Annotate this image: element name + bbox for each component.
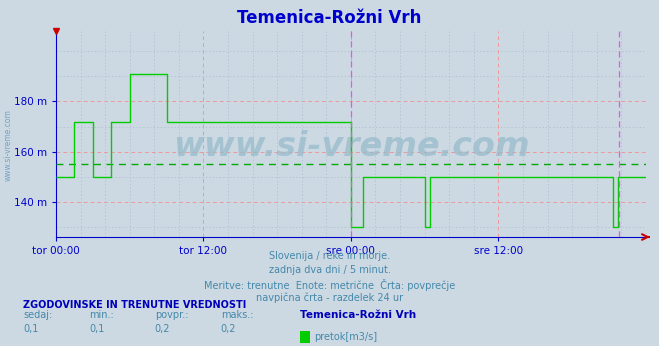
Text: zadnja dva dni / 5 minut.: zadnja dva dni / 5 minut. — [269, 265, 390, 275]
Text: navpična črta - razdelek 24 ur: navpična črta - razdelek 24 ur — [256, 292, 403, 303]
Text: Slovenija / reke in morje.: Slovenija / reke in morje. — [269, 251, 390, 261]
Text: min.:: min.: — [89, 310, 114, 320]
Text: sedaj:: sedaj: — [23, 310, 52, 320]
Text: 0,1: 0,1 — [89, 324, 104, 334]
Text: www.si-vreme.com: www.si-vreme.com — [173, 130, 529, 163]
Text: Temenica-Rožni Vrh: Temenica-Rožni Vrh — [237, 9, 422, 27]
Text: www.si-vreme.com: www.si-vreme.com — [3, 109, 13, 181]
Text: 0,2: 0,2 — [221, 324, 237, 334]
Text: maks.:: maks.: — [221, 310, 253, 320]
Text: ZGODOVINSKE IN TRENUTNE VREDNOSTI: ZGODOVINSKE IN TRENUTNE VREDNOSTI — [23, 300, 246, 310]
Text: Meritve: trenutne  Enote: metrične  Črta: povprečje: Meritve: trenutne Enote: metrične Črta: … — [204, 279, 455, 291]
Text: Temenica-Rožni Vrh: Temenica-Rožni Vrh — [300, 310, 416, 320]
Text: 0,1: 0,1 — [23, 324, 38, 334]
Text: pretok[m3/s]: pretok[m3/s] — [314, 332, 378, 342]
Text: povpr.:: povpr.: — [155, 310, 188, 320]
Text: 0,2: 0,2 — [155, 324, 171, 334]
